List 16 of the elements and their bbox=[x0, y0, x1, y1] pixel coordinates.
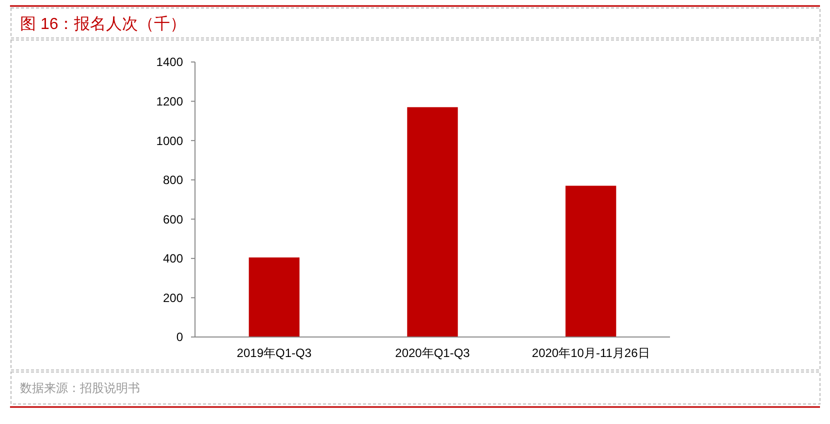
bar bbox=[407, 107, 458, 337]
x-tick-label: 2020年Q1-Q3 bbox=[395, 346, 470, 360]
y-tick-label: 0 bbox=[176, 330, 184, 344]
source-note: 数据来源：招股说明书 bbox=[20, 381, 140, 395]
x-tick-label: 2020年10月-11月26日 bbox=[532, 346, 650, 360]
y-tick-label: 800 bbox=[162, 173, 184, 188]
bar bbox=[566, 186, 616, 337]
y-tick-label: 1400 bbox=[156, 55, 184, 70]
bar bbox=[248, 257, 300, 337]
x-tick-label: 2019年Q1-Q3 bbox=[236, 346, 312, 360]
y-tick-label: 1000 bbox=[156, 134, 184, 148]
y-tick-label: 400 bbox=[162, 252, 184, 266]
y-tick-label: 600 bbox=[162, 212, 184, 226]
y-tick-label: 1200 bbox=[156, 94, 184, 108]
chart-title: 图 16：报名人次（千） bbox=[20, 15, 186, 33]
y-tick-label: 200 bbox=[162, 290, 184, 305]
